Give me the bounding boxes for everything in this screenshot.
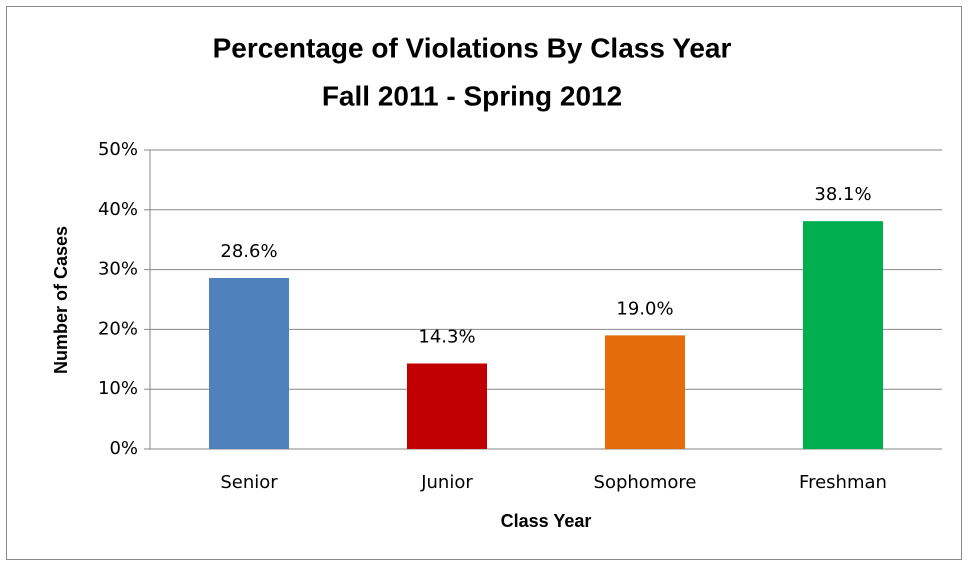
x-tick-label: Sophomore (594, 472, 697, 493)
x-tick-label: Junior (420, 472, 473, 493)
bar (803, 221, 883, 449)
x-tick-label: Freshman (799, 472, 887, 493)
x-axis-title: Class Year (501, 511, 592, 531)
y-tick-label: 20% (98, 318, 138, 339)
y-axis-title: Number of Cases (51, 226, 71, 374)
bar (605, 335, 685, 449)
y-tick-label: 40% (98, 199, 138, 220)
y-tick-label: 30% (98, 259, 138, 280)
bar (209, 277, 289, 449)
bar (407, 363, 487, 449)
chart-subtitle: Fall 2011 - Spring 2012 (322, 80, 622, 111)
data-label: 14.3% (418, 326, 475, 347)
chart-frame (6, 6, 962, 560)
y-tick-label: 10% (98, 378, 138, 399)
data-label: 38.1% (814, 184, 871, 205)
y-tick-label: 50% (98, 139, 138, 160)
data-label: 19.0% (616, 298, 673, 319)
x-tick-label: Senior (220, 472, 278, 493)
y-tick-label: 0% (109, 438, 138, 459)
data-label: 28.6% (220, 241, 277, 262)
chart-title: Percentage of Violations By Class Year (213, 32, 732, 63)
